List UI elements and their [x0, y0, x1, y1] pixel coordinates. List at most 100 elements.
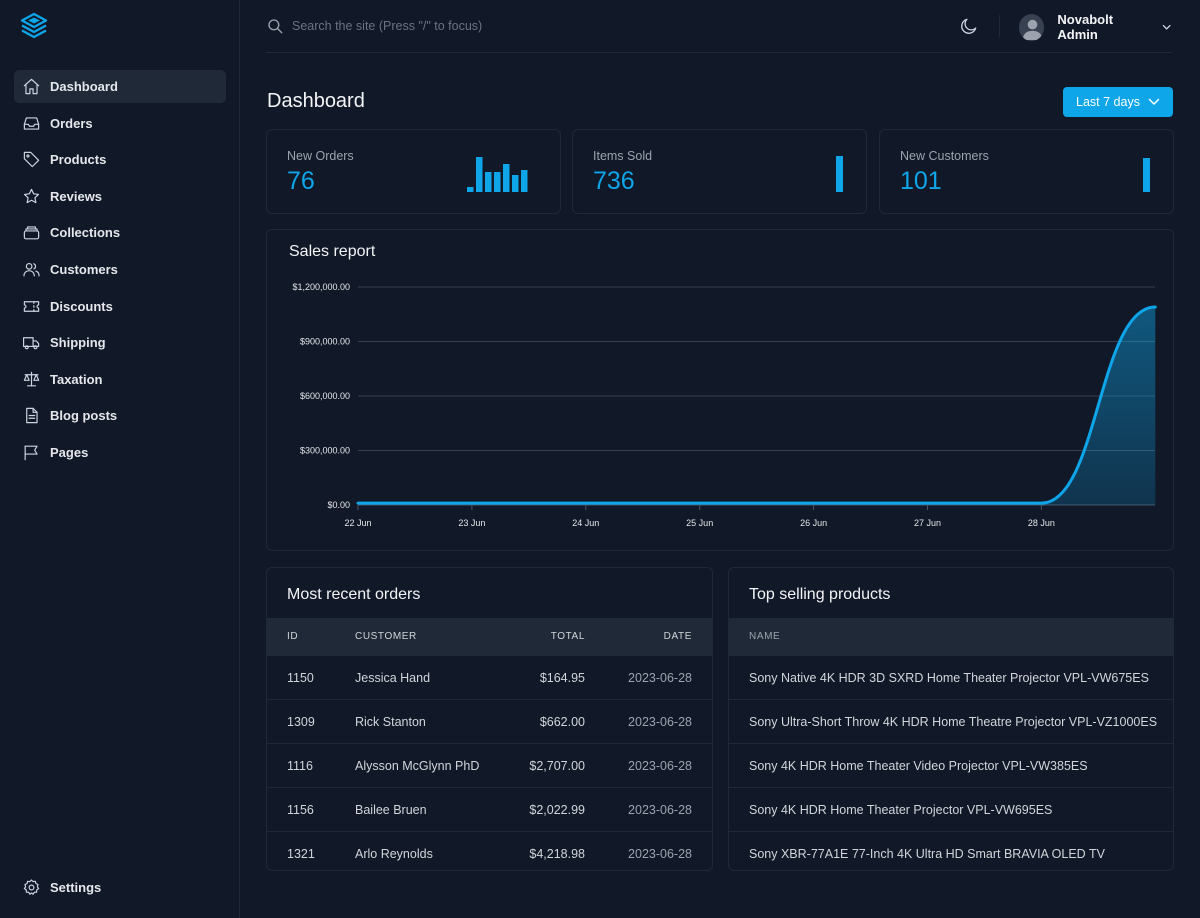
sidebar-item-customers[interactable]: Customers: [14, 253, 226, 286]
sidebar-item-collections[interactable]: Collections: [14, 216, 226, 249]
sales-line: [356, 305, 1157, 505]
order-customer: Jessica Hand: [355, 671, 431, 685]
sidebar-item-label: Products: [50, 152, 107, 168]
chevron-down-icon: [1162, 24, 1171, 30]
spark-bar: [476, 157, 483, 192]
home-icon: [21, 77, 41, 97]
table-row[interactable]: Sony 4K HDR Home Theater Video Projector…: [729, 743, 1173, 787]
order-total: $2,707.00: [529, 759, 585, 773]
sidebar-item-label: Customers: [50, 261, 118, 277]
spark-bar: [485, 172, 492, 192]
sidebar: Dashboard Orders Products Reviews Collec…: [0, 0, 240, 918]
sidebar-item-label: Orders: [50, 115, 93, 131]
column-header-name[interactable]: NAME: [749, 631, 781, 642]
user-silhouette-icon: [1022, 19, 1043, 40]
stat-card-items-sold: Items Sold 736: [572, 129, 867, 214]
table-row[interactable]: 1321 Arlo Reynolds $4,218.98 2023-06-28: [267, 831, 712, 870]
column-header-total[interactable]: TOTAL: [550, 631, 585, 642]
topbar-divider: [999, 15, 1000, 37]
sales-chart: $1,200,000.00 $900,000.00 $600,000.00 $300,…: [292, 282, 1157, 528]
order-date: 2023-06-28: [628, 671, 692, 685]
order-total: $164.95: [539, 671, 585, 685]
sidebar-nav: Dashboard Orders Products Reviews Collec…: [14, 70, 226, 473]
order-customer: Arlo Reynolds: [355, 847, 433, 861]
stat-label: New Orders: [287, 149, 354, 163]
sidebar-item-label: Dashboard: [50, 79, 118, 94]
user-menu[interactable]: Novabolt Admin: [1019, 12, 1172, 42]
sales-area: [358, 306, 1156, 505]
column-header-date[interactable]: DATE: [663, 631, 692, 642]
sidebar-item-label: Settings: [50, 880, 102, 895]
y-tick-label: $1,200,000.00: [292, 282, 350, 292]
topbar: Novabolt Admin: [266, 0, 1172, 53]
sidebar-item-label: Shipping: [50, 335, 106, 351]
table-row[interactable]: 1309 Rick Stanton $662.00 2023-06-28: [267, 699, 712, 743]
stat-value: 76: [287, 167, 315, 195]
order-id: 1156: [287, 803, 314, 817]
scale-icon: [21, 369, 41, 389]
sidebar-item-shipping[interactable]: Shipping: [14, 326, 226, 359]
search-input[interactable]: [292, 14, 692, 38]
table-row[interactable]: 1156 Bailee Bruen $2,022.99 2023-06-28: [267, 787, 712, 831]
spark-bar: [521, 170, 528, 192]
spark-bar: [503, 164, 510, 192]
sidebar-item-taxation[interactable]: Taxation: [14, 363, 226, 396]
users-icon: [21, 259, 41, 279]
product-name: Sony 4K HDR Home Theater Projector VPL-V…: [749, 803, 1053, 817]
x-tick-label: 26 Jun: [800, 518, 827, 528]
sidebar-item-orders[interactable]: Orders: [14, 107, 226, 140]
moon-icon[interactable]: [959, 16, 979, 36]
sidebar-item-label: Taxation: [50, 371, 103, 387]
recent-orders-card: Most recent orders ID CUSTOMER TOTAL DAT…: [266, 567, 713, 871]
product-name: Sony Native 4K HDR 3D SXRD Home Theater …: [749, 671, 1149, 685]
sales-report-title: Sales report: [289, 243, 376, 260]
search-icon: [268, 19, 283, 34]
sidebar-item-settings[interactable]: Settings: [14, 871, 226, 904]
table-row[interactable]: Sony XBR-77A1E 77-Inch 4K Ultra HD Smart…: [729, 831, 1173, 870]
document-icon: [21, 406, 41, 426]
sales-report-card: Sales report $1,200,000.00 $900,000.00 $60…: [266, 229, 1174, 551]
sidebar-item-dashboard[interactable]: Dashboard: [14, 70, 226, 103]
order-total: $4,218.98: [529, 847, 585, 861]
table-row[interactable]: 1150 Jessica Hand $164.95 2023-06-28: [267, 655, 712, 699]
stat-value: 736: [593, 167, 635, 195]
sparkline-bars: [836, 156, 843, 192]
table-row[interactable]: Sony Native 4K HDR 3D SXRD Home Theater …: [729, 655, 1173, 699]
x-tick-label: 23 Jun: [458, 518, 485, 528]
column-header-customer[interactable]: CUSTOMER: [355, 631, 417, 642]
sidebar-item-reviews[interactable]: Reviews: [14, 180, 226, 213]
sidebar-item-blog-posts[interactable]: Blog posts: [14, 399, 226, 432]
table-row[interactable]: 1116 Alysson McGlynn PhD $2,707.00 2023-…: [267, 743, 712, 787]
stat-card-new-orders: New Orders 76: [266, 129, 561, 214]
sidebar-item-discounts[interactable]: Discounts: [14, 290, 226, 323]
user-name: Novabolt Admin: [1057, 12, 1114, 42]
table-header: ID CUSTOMER TOTAL DATE: [267, 618, 712, 655]
product-name: Sony 4K HDR Home Theater Video Projector…: [749, 759, 1088, 773]
order-total: $2,022.99: [529, 803, 585, 817]
table-row[interactable]: Sony Ultra-Short Throw 4K HDR Home Theat…: [729, 699, 1173, 743]
date-range-label: Last 7 days: [1076, 95, 1140, 109]
date-range-dropdown[interactable]: Last 7 days: [1063, 87, 1173, 117]
x-tick-label: 22 Jun: [344, 518, 371, 528]
column-header-id[interactable]: ID: [287, 631, 299, 642]
spark-bar: [467, 187, 474, 192]
x-tick-label: 25 Jun: [686, 518, 713, 528]
table-row[interactable]: Sony 4K HDR Home Theater Projector VPL-V…: [729, 787, 1173, 831]
sidebar-item-label: Reviews: [50, 188, 103, 204]
order-id: 1150: [287, 671, 314, 685]
sidebar-item-products[interactable]: Products: [14, 143, 226, 176]
order-customer: Rick Stanton: [355, 715, 426, 729]
x-tick-label: 28 Jun: [1028, 518, 1055, 528]
logo-icon[interactable]: [19, 12, 49, 42]
chevron-down-icon: [1148, 98, 1160, 105]
sidebar-item-pages[interactable]: Pages: [14, 436, 226, 469]
sparkline-bars: [1143, 158, 1150, 192]
sidebar-item-label: Pages: [50, 444, 89, 460]
y-tick-label: $600,000.00: [300, 391, 350, 401]
spark-bar: [494, 172, 501, 192]
recent-orders-title: Most recent orders: [287, 586, 421, 603]
order-date: 2023-06-28: [628, 847, 692, 861]
y-tick-label: $300,000.00: [300, 446, 350, 456]
order-date: 2023-06-28: [628, 715, 692, 729]
flag-icon: [21, 442, 41, 462]
